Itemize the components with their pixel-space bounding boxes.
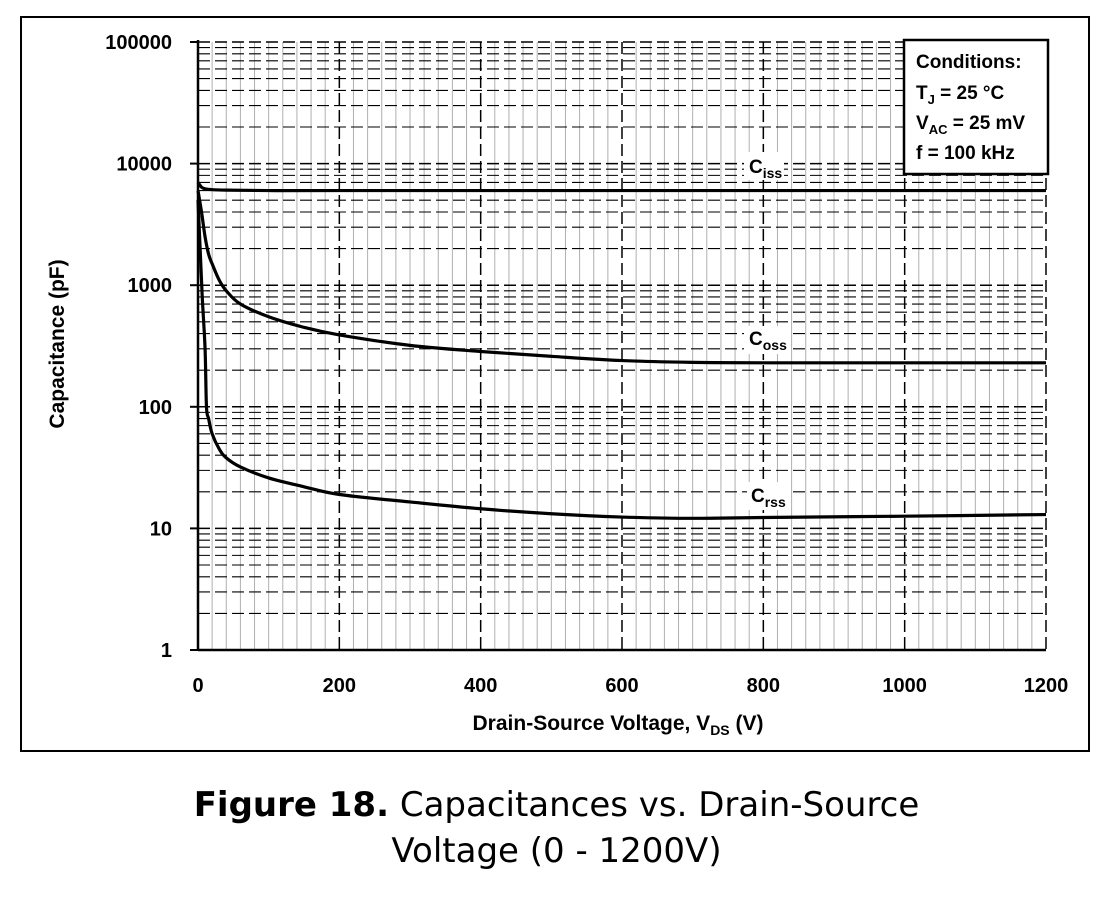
capacitance-chart: 0 200 400 600 800 1000 1200 1 10 100 1000 10000 1000… — [46, 32, 1068, 738]
conditions-tj: TJ = 25 °C — [916, 83, 1005, 107]
y-tick-label: 10 — [150, 518, 172, 540]
y-axis-title: Capacitance (pF) — [46, 259, 69, 428]
grid — [198, 41, 1047, 650]
x-tick-label: 800 — [747, 675, 780, 697]
y-tick-label: 10000 — [116, 154, 172, 176]
y-tick-label: 100000 — [105, 32, 172, 54]
conditions-box: Conditions: TJ = 25 °C VAC = 25 mV f = 1… — [902, 38, 1050, 176]
series-label-rss: Crss — [747, 482, 789, 510]
series-lines — [196, 181, 1047, 520]
caption-figure-number: Figure 18. — [193, 785, 390, 825]
x-tick-label: 1200 — [1024, 675, 1069, 697]
series-line-iss — [196, 181, 1046, 193]
series-line-oss — [196, 190, 1046, 365]
tick-labels: 0 200 400 600 800 1000 1200 1 10 100 1000 10000 1000… — [105, 32, 1068, 697]
x-axis-title: Drain-Source Voltage, VDS (V) — [473, 712, 764, 738]
y-tick-label: 100 — [139, 397, 172, 419]
svg-text:Crss: Crss — [751, 486, 786, 510]
svg-text:Ciss: Ciss — [749, 157, 782, 181]
x-tick-label: 200 — [323, 675, 356, 697]
figure-caption: Figure 18. Capacitances vs. Drain-Source… — [0, 782, 1113, 874]
conditions-vac: VAC = 25 mV — [916, 113, 1025, 137]
series-line-rss — [196, 200, 1047, 520]
x-tick-label: 400 — [464, 675, 497, 697]
x-tick-label: 0 — [192, 675, 203, 697]
caption-line2: Voltage (0 - 1200V) — [391, 831, 722, 871]
conditions-title: Conditions: — [916, 52, 1022, 73]
conditions-freq: f = 100 kHz — [916, 143, 1015, 164]
x-tick-label: 1000 — [882, 675, 927, 697]
svg-text:Coss: Coss — [749, 329, 787, 353]
caption-line1: Capacitances vs. Drain-Source — [389, 785, 920, 825]
y-tick-label: 1 — [161, 640, 172, 662]
series-label-oss: Coss — [744, 326, 790, 354]
chart-frame: 0 200 400 600 800 1000 1200 1 10 100 1000 10000 1000… — [20, 16, 1090, 752]
axes — [196, 40, 1046, 652]
series-label-iss: Ciss — [744, 152, 784, 181]
y-tick-label: 1000 — [128, 275, 173, 297]
x-tick-label: 600 — [605, 675, 638, 697]
